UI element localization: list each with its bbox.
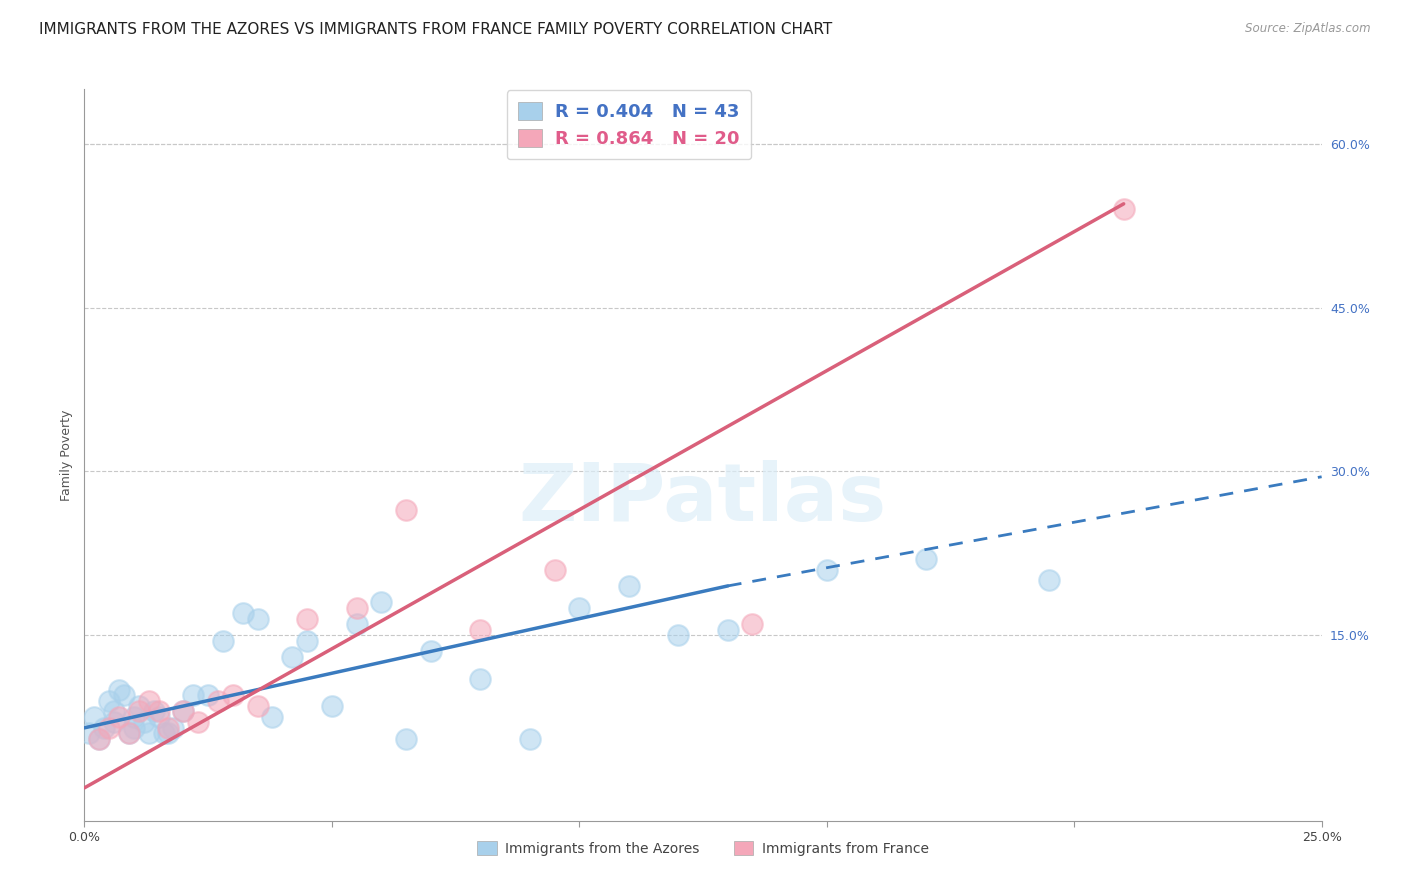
Point [108, 682, 131, 697]
Y-axis label: Family Poverty: Family Poverty [60, 409, 73, 500]
Legend: Immigrants from the Azores, Immigrants from France: Immigrants from the Azores, Immigrants f… [471, 836, 935, 862]
Point [470, 672, 492, 686]
Point [207, 693, 229, 707]
Point [138, 726, 160, 740]
Point [118, 726, 141, 740]
Text: Source: ZipAtlas.com: Source: ZipAtlas.com [1246, 22, 1371, 36]
Point [98, 721, 121, 735]
Point [112, 688, 135, 702]
Point [222, 688, 245, 702]
Point [281, 649, 304, 664]
Point [666, 628, 689, 642]
Point [246, 612, 269, 626]
Point [89, 731, 111, 746]
Point [138, 693, 160, 707]
Point [103, 715, 125, 730]
Point [370, 595, 392, 609]
Point [419, 644, 441, 658]
Point [98, 693, 121, 707]
Text: ZIPatlas: ZIPatlas [519, 459, 887, 538]
Text: IMMIGRANTS FROM THE AZORES VS IMMIGRANTS FROM FRANCE FAMILY POVERTY CORRELATION : IMMIGRANTS FROM THE AZORES VS IMMIGRANTS… [39, 22, 832, 37]
Point [232, 606, 254, 620]
Point [246, 698, 269, 713]
Point [122, 710, 145, 724]
Point [142, 705, 165, 719]
Point [93, 721, 115, 735]
Point [395, 502, 418, 516]
Point [346, 600, 368, 615]
Point [262, 710, 284, 724]
Point [395, 731, 418, 746]
Point [83, 710, 105, 724]
Point [132, 715, 155, 730]
Point [128, 705, 150, 719]
Point [519, 731, 541, 746]
Point [152, 726, 174, 740]
Point [162, 721, 184, 735]
Point [79, 726, 101, 740]
Point [157, 721, 180, 735]
Point [717, 623, 740, 637]
Point [103, 705, 125, 719]
Point [212, 633, 235, 648]
Point [568, 600, 591, 615]
Point [815, 563, 838, 577]
Point [181, 688, 204, 702]
Point [148, 705, 170, 719]
Point [321, 698, 343, 713]
Point [148, 710, 170, 724]
Point [1038, 574, 1060, 588]
Point [172, 705, 194, 719]
Point [122, 721, 145, 735]
Point [617, 579, 640, 593]
Point [470, 623, 492, 637]
Point [89, 731, 111, 746]
Point [543, 563, 565, 577]
Point [346, 617, 368, 632]
Point [187, 715, 209, 730]
Point [197, 688, 219, 702]
Point [295, 612, 318, 626]
Point [172, 705, 194, 719]
Point [118, 726, 141, 740]
Point [295, 633, 318, 648]
Point [914, 551, 936, 566]
Point [128, 698, 150, 713]
Point [1112, 202, 1135, 217]
Point [157, 726, 180, 740]
Point [108, 710, 131, 724]
Point [741, 617, 763, 632]
